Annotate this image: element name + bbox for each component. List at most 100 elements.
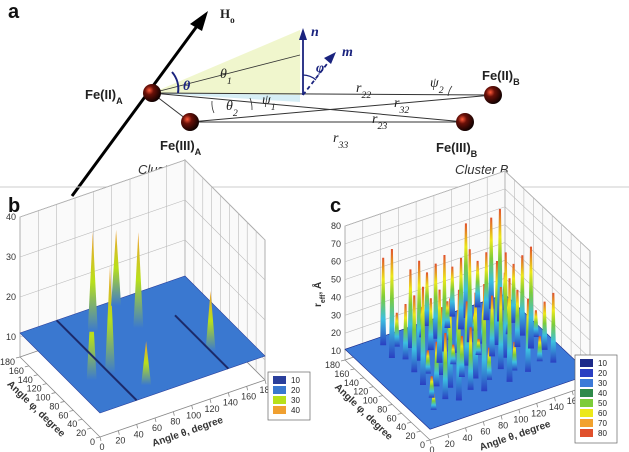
surface-peak <box>428 376 435 398</box>
psi1-arc <box>249 97 253 111</box>
z-axis-label-sub: eff <box>320 294 327 303</box>
symbol-label-main: r <box>394 96 400 111</box>
psi2-arc <box>447 85 453 97</box>
grid-line <box>344 242 506 298</box>
field-label-main: H <box>220 6 230 21</box>
surface-peak <box>497 286 504 370</box>
z-tick-label: 20 <box>331 328 341 338</box>
grid-line <box>344 170 506 227</box>
legend-label: 20 <box>598 369 607 378</box>
legend-label: 30 <box>598 379 607 388</box>
y-tick-mark <box>33 374 38 377</box>
surface-peak <box>541 301 548 350</box>
surface-peak <box>432 263 439 339</box>
y-tick-label: 100 <box>36 393 51 403</box>
atom <box>456 113 474 131</box>
grid-line <box>344 224 506 280</box>
surface-peak <box>550 292 557 363</box>
axis-line <box>429 384 591 441</box>
symbol-label-sub: 2 <box>233 108 238 119</box>
atom-label-sub: B <box>513 77 520 87</box>
x-tick-mark <box>172 411 175 416</box>
surface-peak <box>466 249 473 343</box>
surface-peak <box>519 255 526 336</box>
x-tick-label: 60 <box>152 423 162 433</box>
atom-label-sub: A <box>195 147 202 157</box>
x-tick-label: 80 <box>498 421 508 431</box>
x-tick-mark <box>191 405 194 410</box>
y-tick-label: 120 <box>353 387 368 397</box>
y-tick-label: 180 <box>0 357 15 367</box>
y-tick-label: 120 <box>27 384 42 394</box>
grid-line <box>184 239 266 321</box>
grid-line <box>184 159 266 241</box>
x-tick-mark <box>429 439 432 445</box>
x-tick-label: 40 <box>463 433 473 443</box>
x-tick-mark <box>154 417 157 423</box>
surface-peak <box>514 289 521 348</box>
z-tick-label: 30 <box>6 252 16 262</box>
surface-peak <box>105 265 115 374</box>
x-tick-mark <box>518 409 521 414</box>
y-tick-label: 140 <box>18 375 33 385</box>
surface <box>19 275 266 414</box>
y-tick-label: 20 <box>76 428 86 438</box>
x-tick-mark <box>264 379 267 385</box>
y-tick-mark <box>359 377 364 380</box>
surface-peak <box>430 393 437 410</box>
z-tick-label: 50 <box>331 275 341 285</box>
field-label: Ho <box>220 6 235 25</box>
y-tick-mark <box>15 356 21 359</box>
grid-line <box>184 199 266 281</box>
z-tick-label: 10 <box>331 346 341 356</box>
surface-peak <box>419 286 426 385</box>
x-tick-mark <box>227 392 230 397</box>
axis-line <box>99 379 266 438</box>
y-tick-label: 60 <box>58 410 68 420</box>
atom-label-main: Fe(III) <box>436 140 471 155</box>
m-vector <box>302 59 331 96</box>
surface-peak <box>427 298 434 351</box>
y-tick-mark <box>51 392 56 394</box>
surface-peak <box>411 295 418 373</box>
symbol-label-main: θ <box>183 79 191 94</box>
x-tick-label: 100 <box>513 414 528 424</box>
symbol-label: ψ1 <box>262 93 276 113</box>
y-tick-label: 160 <box>9 366 24 376</box>
surface-peak <box>462 223 469 319</box>
field-arrowhead <box>190 11 208 31</box>
symbol-label-main: r <box>372 112 378 127</box>
x-tick-label: 160 <box>241 391 256 401</box>
surface-peak <box>442 333 449 400</box>
x-tick-label: 0 <box>429 445 434 452</box>
x-tick-mark <box>465 427 467 432</box>
surface-peak <box>111 229 122 306</box>
surface-ridge <box>55 319 138 402</box>
z-tick-label: 20 <box>6 292 16 302</box>
y-tick-mark <box>78 418 83 421</box>
surface-peak <box>444 301 451 329</box>
x-tick-mark <box>536 403 539 408</box>
surface-peak <box>458 335 465 378</box>
surface-peak <box>380 257 387 346</box>
symbol-label-sub: 32 <box>398 105 409 116</box>
x-tick-label: 120 <box>531 408 546 418</box>
y-tick-label: 100 <box>363 396 378 406</box>
atom-label: Fe(III)B <box>436 140 478 159</box>
symbol-label-main: ψ <box>430 76 439 91</box>
x-tick-mark <box>500 415 503 420</box>
grid-line <box>504 242 591 323</box>
surface-peak <box>536 336 543 362</box>
symbol-label: r32 <box>394 96 409 116</box>
axis-line <box>19 356 101 438</box>
x-tick-label: 20 <box>445 439 455 449</box>
y-tick-mark <box>60 401 65 403</box>
surface-peak <box>474 260 481 308</box>
surface-peak <box>436 289 443 363</box>
theta2-arc <box>211 100 215 114</box>
z-axis-label-tail: , Å <box>311 282 324 295</box>
y-tick-label: 0 <box>90 437 95 447</box>
grid-line <box>344 206 506 263</box>
x-tick-mark <box>246 386 249 391</box>
